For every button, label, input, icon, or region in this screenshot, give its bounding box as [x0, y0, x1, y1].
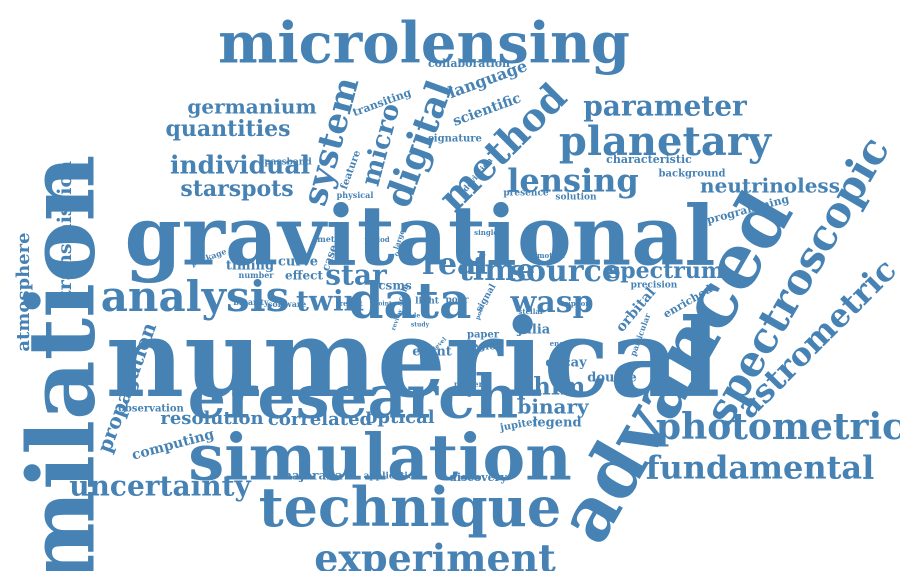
word-timing: timing [226, 259, 274, 274]
word-phim: phim [517, 372, 586, 401]
word-mode: mode [402, 313, 421, 320]
word-planetary: planetary [559, 118, 773, 165]
word-event: event [412, 345, 452, 360]
word-result: result [339, 299, 363, 308]
word-physical: physical [337, 190, 374, 200]
word-stellar: stellar [518, 307, 543, 316]
word-motion: motion [537, 251, 565, 260]
word-solution: solution [555, 193, 597, 203]
word-post: post [474, 305, 486, 321]
word-study: study [411, 322, 430, 329]
word-characteristic: characteristic [606, 153, 692, 166]
word-spectrum: spectrum [608, 258, 724, 284]
word-atmosphere: atmosphere [13, 232, 34, 351]
word-fundamental: fundamental [646, 449, 875, 487]
word-region: region [467, 342, 504, 353]
word-observation: observation [118, 404, 184, 415]
word-microlensing: microlensing [218, 11, 630, 77]
word-curve: curve [278, 255, 318, 270]
word-point: point [374, 301, 392, 308]
word-starspots: starspots [180, 176, 293, 202]
word-individual: individual [170, 151, 310, 180]
word-star: star [325, 259, 388, 292]
word-single: single [474, 228, 498, 237]
word-source: source [509, 254, 621, 289]
word-lensing: lensing [507, 162, 639, 200]
word-optical: optical [365, 407, 434, 428]
word-transmission: transmission [54, 161, 76, 299]
word-poor: poor [445, 296, 468, 306]
word-quantities: quantities [165, 116, 290, 142]
word-simulation: simulation [188, 421, 571, 496]
word-parameter: parameter [583, 90, 748, 123]
word-legend: legend [532, 416, 581, 431]
word-uncertainty: uncertainty [69, 470, 251, 503]
word-period: period [364, 235, 389, 244]
word-wasp: wasp [509, 285, 593, 320]
word-analysis: analysis [101, 272, 290, 321]
word-twin: twin [296, 285, 364, 318]
word-binary: binary [517, 395, 590, 419]
word-presence: presence [503, 189, 549, 199]
word-majorana: majorana [279, 469, 343, 483]
word-binarity: binarity [233, 297, 269, 307]
word-present: present [454, 379, 488, 389]
word-germanium: germanium [187, 95, 316, 119]
word-support: support [562, 299, 593, 308]
word-passband: passband [264, 158, 312, 168]
word-discovery: discovery [449, 471, 507, 484]
word-real: real [422, 247, 488, 282]
word-decay: decay [545, 356, 587, 371]
word-csms: csms [378, 279, 412, 293]
word-collaboration: collaboration [428, 57, 510, 70]
word-paper: paper [467, 330, 500, 341]
word-eresearch: eresearch [188, 363, 519, 433]
word-data: data [349, 271, 472, 330]
word-application: application [364, 472, 421, 482]
word-experiment: experiment [314, 536, 556, 571]
word-correlated: correlated [268, 409, 373, 430]
word-photometric: photometric [656, 406, 900, 448]
word-double: double [587, 371, 637, 386]
word-light: light [415, 297, 440, 307]
word-time: time [459, 253, 535, 288]
word-number: number [239, 270, 275, 280]
word-neutrinoless: neutrinoless [700, 174, 840, 198]
word-numerical: numerical [106, 296, 721, 422]
word-metal: metal [317, 234, 342, 244]
word-precision: precision [631, 281, 678, 291]
word-software: software [268, 299, 306, 309]
word-gravitational: gravitational [124, 188, 715, 284]
word-assimilation: assimilation [8, 155, 116, 571]
word-julia: julia [517, 323, 551, 338]
word-effect: effect [285, 269, 323, 283]
word-technique: technique [259, 475, 562, 539]
word-background: background [659, 169, 726, 180]
word-energy: energy [550, 339, 578, 348]
word-resolution: resolution [160, 408, 263, 429]
word-signature: signature [428, 134, 482, 145]
